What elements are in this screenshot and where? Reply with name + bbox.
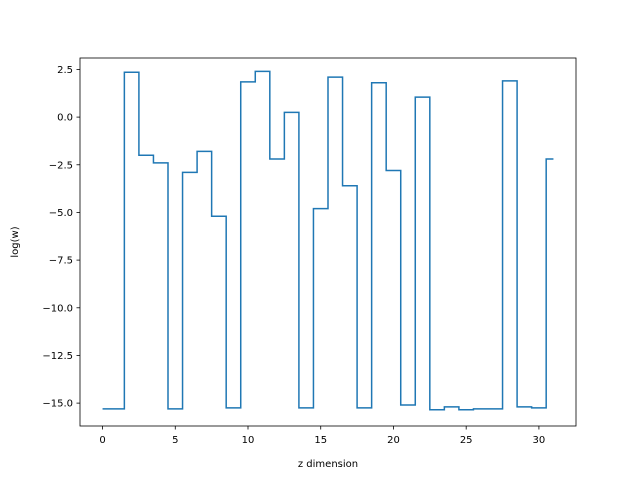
x-tick-label: 15 (314, 435, 327, 446)
x-tick-label: 25 (460, 435, 473, 446)
y-tick-label: 0.0 (57, 113, 73, 124)
x-tick-label: 20 (387, 435, 400, 446)
y-tick-label: −10.0 (42, 303, 73, 314)
y-axis-label: log(w) (10, 226, 21, 257)
x-tick-label: 5 (172, 435, 178, 446)
y-tick-label: −7.5 (49, 256, 73, 267)
y-tick-label: −2.5 (49, 160, 73, 171)
x-axis-label: z dimension (298, 459, 358, 470)
y-tick-label: 2.5 (57, 65, 73, 76)
y-tick-label: −12.5 (42, 351, 73, 362)
x-tick-label: 0 (99, 435, 105, 446)
x-tick-label: 10 (242, 435, 255, 446)
y-tick-label: −5.0 (49, 208, 73, 219)
x-tick-label: 30 (533, 435, 546, 446)
y-tick-label: −15.0 (42, 399, 73, 410)
